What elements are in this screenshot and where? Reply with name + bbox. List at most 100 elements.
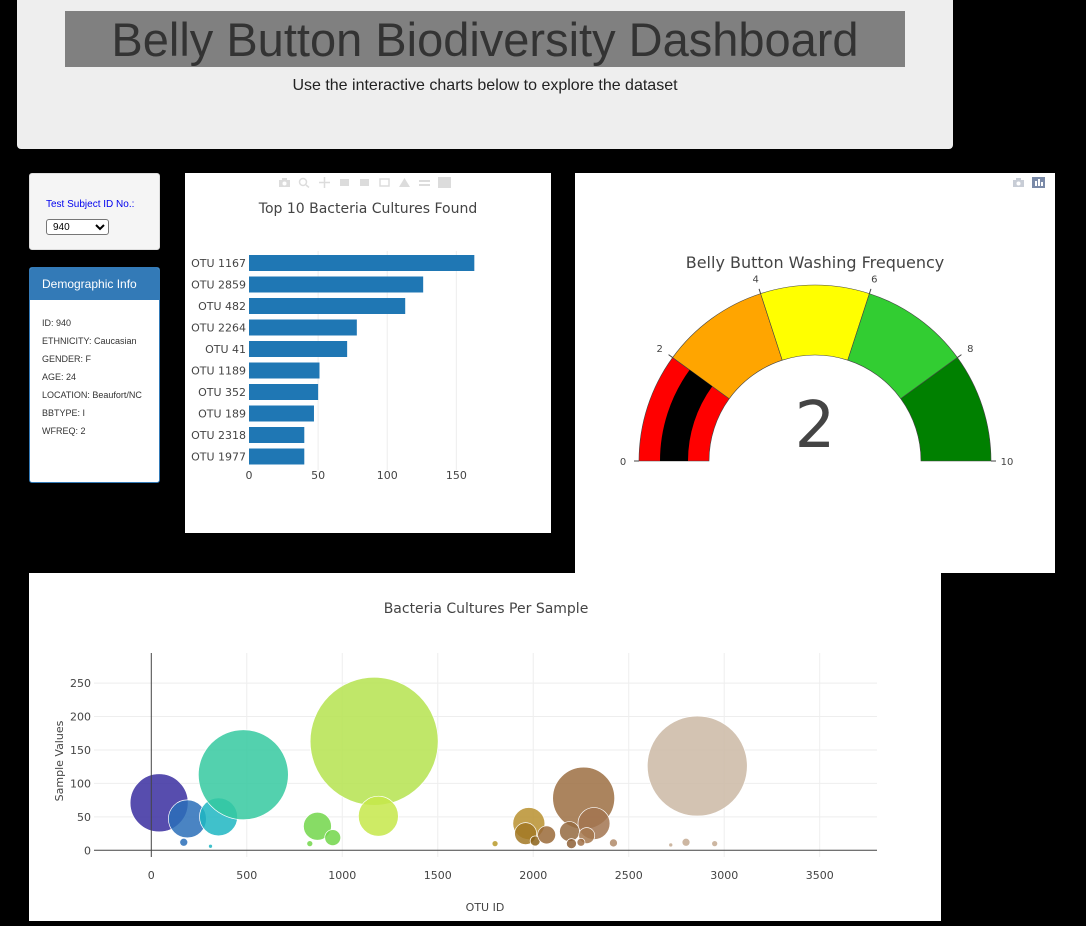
header-jumbotron: Belly Button Biodiversity Dashboard Use … (17, 0, 953, 149)
bubble-marker[interactable] (358, 795, 399, 837)
bar-x-tick-label: 100 (377, 469, 398, 482)
bar-y-tick-label: OTU 1167 (191, 257, 246, 270)
demographic-wfreq: WFREQ: 2 (42, 426, 86, 436)
page-subtitle: Use the interactive charts below to expl… (292, 77, 678, 94)
gauge-step-band (900, 357, 992, 462)
gauge-value-bar (660, 369, 713, 461)
demographic-ethnicity: ETHNICITY: Caucasian (42, 336, 137, 346)
bubble-marker[interactable] (609, 838, 618, 848)
page-title: Belly Button Biodiversity Dashboard (111, 13, 859, 66)
gauge-modebar (1012, 177, 1045, 188)
bar-y-tick-label: OTU 1977 (191, 451, 246, 464)
bubble-marker[interactable] (576, 837, 586, 847)
bubble-marker[interactable] (309, 676, 439, 806)
bar-modebar (278, 177, 451, 188)
zoom-out-icon[interactable] (358, 177, 371, 188)
bar-mark[interactable] (249, 298, 406, 314)
bubble-y-tick-label: 50 (77, 811, 91, 824)
bar-mark[interactable] (249, 448, 305, 465)
zoom-icon[interactable] (298, 177, 311, 188)
bar-mark[interactable] (249, 255, 475, 271)
bubble-marker[interactable] (208, 843, 213, 849)
bubble-chart-container: Bacteria Cultures Per Sample 0 500 1000 150… (29, 573, 941, 921)
bar-mark[interactable] (249, 427, 305, 443)
demographic-gender: GENDER: F (42, 354, 92, 364)
bubble-marker[interactable] (668, 842, 674, 848)
bubble-x-tick-label: 3500 (806, 869, 834, 882)
bubble-marker[interactable] (491, 840, 499, 847)
bubble-marker[interactable] (646, 715, 748, 817)
bubble-marker[interactable] (179, 837, 189, 847)
bar-y-tick-label: OTU 2318 (191, 429, 246, 442)
bubble-marker[interactable] (197, 729, 289, 821)
bubble-y-tick-label: 100 (70, 777, 91, 790)
bubble-y-tick-label: 0 (84, 844, 91, 857)
bubble-chart-svg: Bacteria Cultures Per Sample 0 500 1000 150… (53, 601, 877, 914)
bar-y-tick-label: OTU 41 (205, 343, 246, 356)
bar-mark[interactable] (249, 384, 319, 400)
bubble-marker[interactable] (566, 838, 577, 849)
demographic-heading: Demographic Info (30, 268, 159, 300)
bar-y-tick-label: OTU 1189 (191, 365, 246, 378)
bubble-marker[interactable] (306, 840, 314, 847)
gauge-tick (957, 354, 962, 358)
zoom-in-icon[interactable] (338, 177, 351, 188)
bubble-y-tick-label: 200 (70, 711, 91, 724)
bar-mark[interactable] (249, 341, 348, 357)
bubble-x-tick-label: 0 (148, 869, 155, 882)
gauge-chart-title: Belly Button Washing Frequency (686, 253, 945, 272)
bar-x-tick-label: 50 (311, 469, 325, 482)
gauge-chart-svg: Belly Button Washing Frequency 0 2 4 6 8 10 2 (620, 253, 1014, 468)
bubble-marker[interactable] (559, 821, 580, 842)
bubble-marker[interactable] (303, 811, 332, 841)
demographic-age: AGE: 24 (42, 372, 77, 382)
gauge-tick-label: 10 (1001, 457, 1014, 468)
bar-mark[interactable] (249, 405, 314, 422)
bubble-x-tick-label: 1500 (424, 869, 452, 882)
bubble-marker[interactable] (537, 825, 556, 845)
bar-y-tick-label: OTU 2859 (191, 279, 246, 292)
camera-icon[interactable] (1012, 177, 1025, 188)
bubble-x-tick-label: 500 (236, 869, 257, 882)
bubble-y-tick-label: 250 (70, 677, 91, 690)
bar-mark[interactable] (249, 276, 424, 293)
bubble-marker[interactable] (324, 829, 342, 846)
gauge-tick (868, 288, 872, 294)
bubble-marker[interactable] (681, 837, 691, 847)
camera-icon[interactable] (278, 177, 291, 188)
demographic-panel: Demographic Info ID: 940 ETHNICITY: Cauc… (29, 267, 160, 483)
bubble-y-axis-label: Sample Values (53, 720, 66, 801)
plotly-logo-icon[interactable] (438, 177, 451, 188)
gauge-tick (758, 288, 762, 294)
bubble-x-axis-label: OTU ID (466, 901, 505, 914)
pan-icon[interactable] (318, 177, 331, 188)
subject-id-select[interactable]: 940 (46, 219, 109, 235)
bubble-x-tick-label: 2000 (519, 869, 547, 882)
reset-axes-icon[interactable] (398, 177, 411, 188)
demographic-location: LOCATION: Beaufort/NC (42, 390, 142, 400)
subject-id-label: Test Subject ID No.: (46, 199, 135, 210)
bar-mark[interactable] (249, 319, 357, 336)
gauge-chart-container: Belly Button Washing Frequency 0 2 4 6 8 10 2 (575, 173, 1055, 573)
bubble-x-tick-label: 3000 (710, 869, 738, 882)
bubble-y-tick-label: 150 (70, 744, 91, 757)
spike-lines-icon[interactable] (418, 177, 431, 188)
bar-y-tick-label: OTU 189 (198, 408, 246, 421)
selector-panel: Test Subject ID No.: 940 (29, 173, 160, 250)
demographic-bbtype: BBTYPE: I (42, 408, 86, 418)
gauge-tick-label: 6 (871, 274, 877, 285)
bar-chart-container: Top 10 Bacteria Cultures Found OTU 1167 O… (185, 173, 551, 533)
title-box: Belly Button Biodiversity Dashboard (65, 11, 905, 67)
bar-y-tick-label: OTU 352 (198, 386, 246, 399)
bar-mark[interactable] (249, 362, 320, 379)
demographic-list: ID: 940 ETHNICITY: Caucasian GENDER: F A… (42, 318, 154, 444)
gauge-tick-label: 0 (620, 457, 626, 468)
bubble-marker[interactable] (711, 840, 719, 847)
autoscale-icon[interactable] (378, 177, 391, 188)
gauge-value-number: 2 (795, 389, 836, 463)
gauge-tick-label: 8 (967, 344, 973, 355)
plotly-logo-icon[interactable] (1032, 177, 1045, 188)
bar-x-tick-label: 0 (246, 469, 253, 482)
gauge-tick-label: 4 (752, 274, 758, 285)
bar-x-tick-label: 150 (446, 469, 467, 482)
